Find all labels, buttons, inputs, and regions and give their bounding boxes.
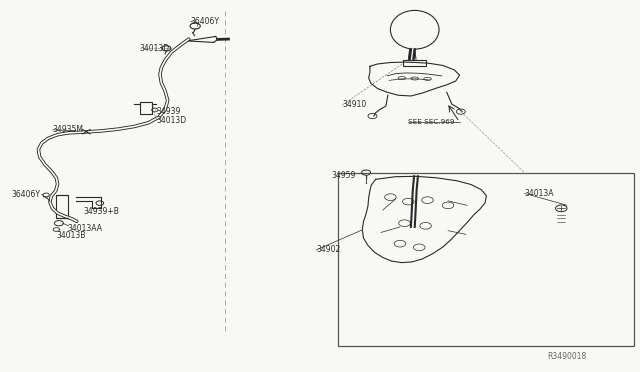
Text: 34013D: 34013D xyxy=(140,44,170,53)
Text: SEE SEC.969: SEE SEC.969 xyxy=(408,119,455,125)
Text: 34939: 34939 xyxy=(157,107,181,116)
Text: 36406Y: 36406Y xyxy=(191,17,220,26)
Bar xyxy=(338,173,634,346)
Text: 34013B: 34013B xyxy=(56,231,86,240)
Polygon shape xyxy=(410,49,415,60)
Polygon shape xyxy=(411,176,418,227)
Text: 34013A: 34013A xyxy=(525,189,554,198)
Text: 34935M: 34935M xyxy=(52,125,83,134)
Text: 34013AA: 34013AA xyxy=(67,224,102,233)
Text: 34013D: 34013D xyxy=(157,116,187,125)
Text: R3490018: R3490018 xyxy=(547,352,586,361)
Bar xyxy=(403,60,426,66)
Text: 36406Y: 36406Y xyxy=(12,190,40,199)
Text: 34910: 34910 xyxy=(342,100,367,109)
Text: 34939+B: 34939+B xyxy=(83,207,119,216)
Bar xyxy=(56,195,68,218)
Text: 34902: 34902 xyxy=(316,246,340,254)
Text: 34959: 34959 xyxy=(332,171,356,180)
